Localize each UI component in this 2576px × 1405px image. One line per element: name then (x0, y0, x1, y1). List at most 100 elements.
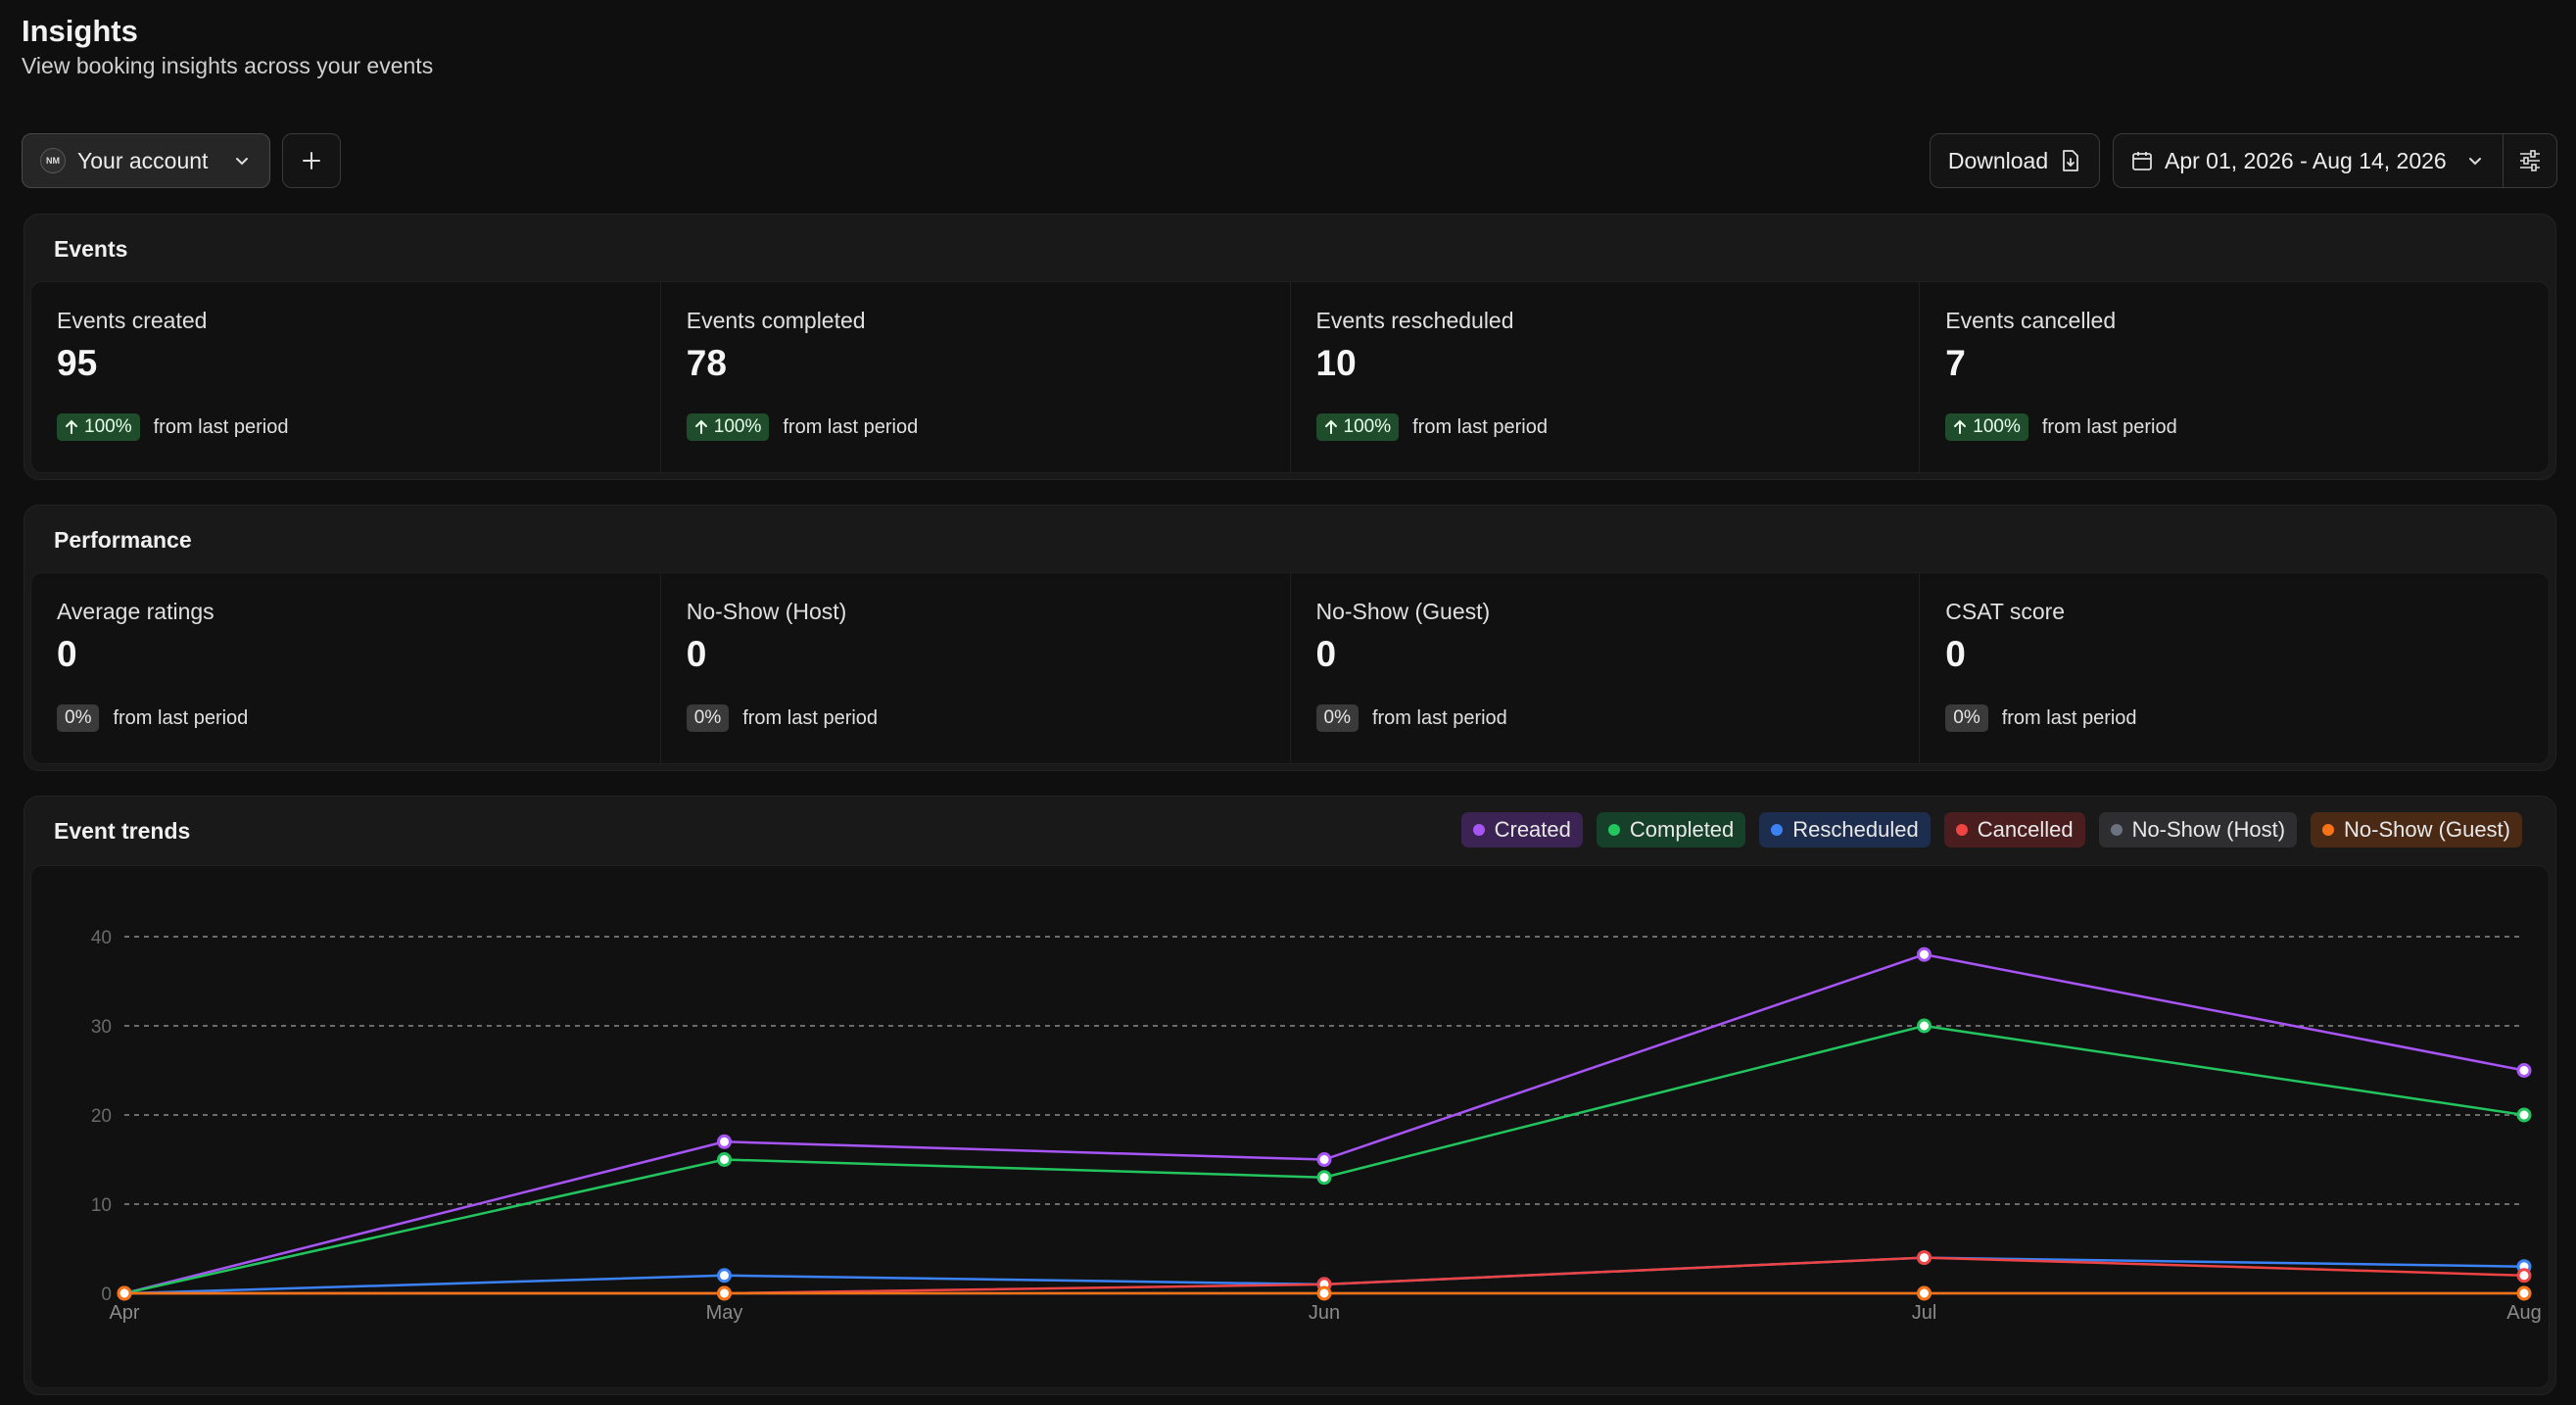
y-tick-label: 0 (101, 1284, 112, 1305)
delta-value: 0% (1323, 707, 1351, 728)
account-selector[interactable]: NM Your account (22, 133, 270, 188)
legend-item[interactable]: Rescheduled (1759, 812, 1931, 848)
delta-badge: 100% (1945, 413, 2028, 441)
stat-delta: 0% from last period (1315, 704, 1507, 732)
stat-card: No-Show (Host) 0 0% from last period (661, 573, 1291, 763)
plus-icon (303, 152, 320, 170)
stat-card: Events cancelled 7 100% from last period (1920, 282, 2549, 472)
stat-label: Events rescheduled (1315, 308, 1514, 333)
stat-label: Events completed (686, 308, 866, 333)
delta-badge: 0% (1945, 704, 1988, 732)
stat-delta: 0% from last period (57, 704, 248, 732)
delta-caption: from last period (742, 706, 879, 729)
y-tick-label: 20 (91, 1106, 112, 1127)
legend-item[interactable]: Created (1460, 812, 1583, 848)
delta-value: 0% (65, 707, 92, 728)
events-panel: Events Events created 95 100% from last per… (24, 214, 2556, 480)
y-tick-label: 40 (91, 928, 112, 948)
legend-label: Completed (1629, 817, 1735, 842)
legend-item[interactable]: Cancelled (1943, 812, 2085, 848)
data-point (1316, 1170, 1332, 1186)
stat-card: Average ratings 0 0% from last period (31, 573, 661, 763)
stat-delta: 0% from last period (686, 704, 879, 732)
delta-badge: 0% (57, 704, 100, 732)
data-point (1316, 1285, 1332, 1301)
delta-badge: 100% (686, 413, 770, 441)
sliders-icon (2520, 150, 2540, 171)
delta-caption: from last period (1371, 706, 1507, 729)
legend-label: Cancelled (1977, 817, 2074, 842)
stat-value: 10 (1315, 343, 1357, 383)
legend-item[interactable]: No-Show (Host) (2098, 812, 2298, 848)
data-point (117, 1285, 132, 1301)
data-point (2516, 1268, 2532, 1284)
events-panel-title: Events (54, 236, 128, 262)
chevron-down-icon (236, 158, 248, 166)
stat-card: No-Show (Guest) 0 0% from last period (1291, 573, 1921, 763)
x-tick-label: Apr (109, 1302, 139, 1324)
data-point (2516, 1107, 2532, 1123)
data-point (1316, 1152, 1332, 1167)
data-point (1917, 1018, 1932, 1034)
legend-item[interactable]: No-Show (Guest) (2311, 812, 2522, 848)
delta-value: 100% (713, 416, 762, 437)
page-title: Insights (22, 14, 138, 48)
stat-delta: 100% from last period (1315, 413, 1548, 441)
data-point (717, 1134, 732, 1149)
download-button[interactable]: Download (1930, 133, 2100, 188)
x-tick-label: Jul (1912, 1302, 1937, 1324)
calendar-icon (2132, 152, 2152, 170)
stat-delta: 100% from last period (686, 413, 919, 441)
stat-value: 0 (686, 634, 707, 674)
legend-label: No-Show (Guest) (2344, 817, 2510, 842)
arrow-up-icon (66, 419, 77, 434)
stat-label: No-Show (Guest) (1315, 599, 1491, 624)
stat-label: No-Show (Host) (686, 599, 847, 624)
delta-caption: from last period (113, 706, 249, 729)
delta-caption: from last period (2041, 415, 2177, 438)
legend-item[interactable]: Completed (1596, 812, 1746, 848)
delta-caption: from last period (2001, 706, 2137, 729)
data-point (1917, 946, 1932, 962)
event-trends-chart: 0 10 20 30 40 Apr May Jun Jul Aug (91, 928, 2542, 1324)
download-label: Download (1947, 147, 2049, 173)
stat-label: Events created (57, 308, 208, 333)
delta-caption: from last period (783, 415, 919, 438)
event-trends-panel: Event trends Created Completed Rescheduled… (24, 796, 2556, 1395)
chart-legend: Created Completed Rescheduled Cancelled No-S… (1460, 812, 2522, 848)
legend-dot-icon (1771, 824, 1784, 836)
stat-value: 0 (57, 634, 77, 674)
data-point (1917, 1250, 1932, 1266)
delta-value: 100% (1973, 416, 2021, 437)
account-label: Your account (77, 147, 209, 173)
add-filter-button[interactable] (282, 133, 341, 188)
date-range-picker[interactable]: Apr 01, 2026 - Aug 14, 2026 (2113, 133, 2504, 188)
stat-value: 7 (1945, 343, 1966, 383)
stat-delta: 100% from last period (1945, 413, 2177, 441)
y-tick-label: 30 (91, 1017, 112, 1038)
legend-dot-icon (1472, 824, 1485, 836)
chart-area: 0 10 20 30 40 Apr May Jun Jul Aug (30, 865, 2550, 1388)
file-download-icon (2063, 150, 2079, 171)
series-line (123, 952, 2525, 1295)
stat-value: 0 (1315, 634, 1337, 674)
delta-value: 0% (693, 707, 722, 728)
data-point (717, 1268, 732, 1284)
stat-label: Average ratings (57, 599, 215, 624)
legend-dot-icon (2322, 824, 2335, 836)
delta-badge: 0% (686, 704, 730, 732)
data-point (1917, 1285, 1932, 1301)
filter-settings-button[interactable] (2503, 133, 2557, 188)
delta-caption: from last period (1412, 415, 1548, 438)
date-range-label: Apr 01, 2026 - Aug 14, 2026 (2165, 147, 2447, 173)
data-point (717, 1152, 732, 1167)
data-point (2516, 1063, 2532, 1078)
legend-label: Created (1494, 817, 1571, 842)
event-trends-title: Event trends (54, 818, 191, 844)
arrow-up-icon (1324, 419, 1337, 434)
delta-value: 100% (1343, 416, 1392, 437)
stat-value: 0 (1945, 634, 1966, 674)
x-tick-label: May (706, 1302, 743, 1324)
delta-badge: 100% (57, 413, 140, 441)
page-subtitle: View booking insights across your events (22, 53, 434, 78)
